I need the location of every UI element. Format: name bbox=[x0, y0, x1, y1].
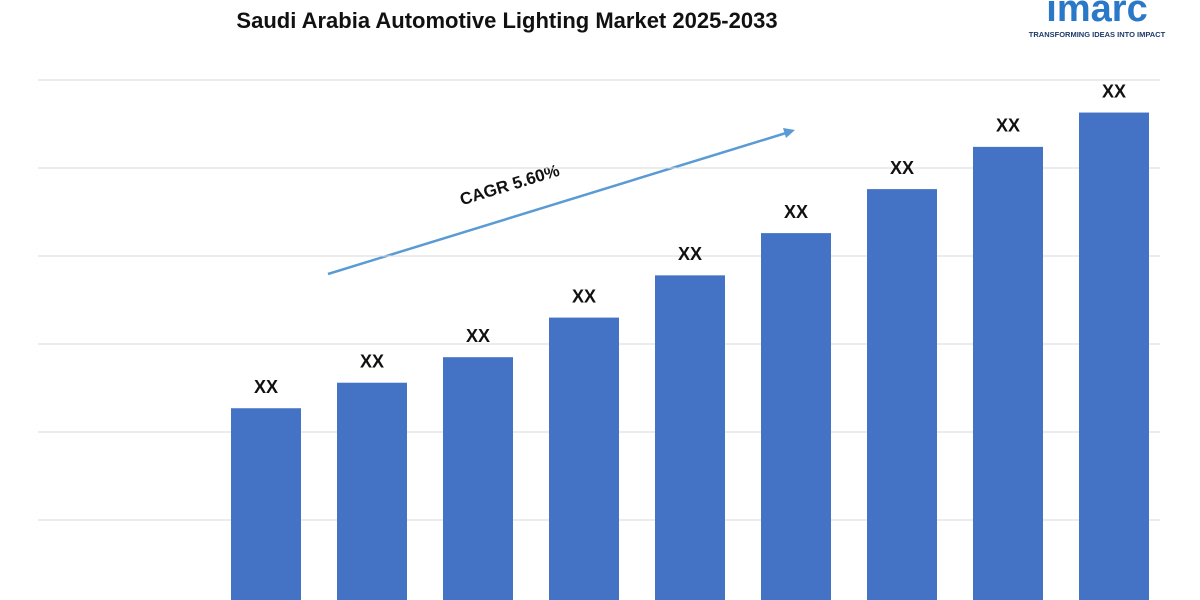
cagr-arrowhead bbox=[783, 128, 795, 138]
bar bbox=[1079, 112, 1149, 600]
bar bbox=[337, 382, 407, 600]
bar bbox=[231, 408, 301, 600]
data-label: XX bbox=[678, 244, 702, 264]
cagr-arrow bbox=[327, 131, 787, 276]
data-label: XX bbox=[254, 377, 278, 397]
bar bbox=[761, 233, 831, 600]
data-label: XX bbox=[360, 351, 384, 371]
data-label: XX bbox=[996, 116, 1020, 136]
bar bbox=[655, 275, 725, 600]
data-label: XX bbox=[572, 286, 596, 306]
bar bbox=[549, 317, 619, 600]
bar bbox=[973, 146, 1043, 600]
logo-tagline: TRANSFORMING IDEAS INTO IMPACT bbox=[1029, 30, 1166, 39]
data-label: XX bbox=[1102, 81, 1126, 101]
data-label: XX bbox=[466, 326, 490, 346]
chart-title: Saudi Arabia Automotive Lighting Market … bbox=[236, 8, 777, 33]
data-label: XX bbox=[890, 158, 914, 178]
bar bbox=[443, 357, 513, 600]
data-label: XX bbox=[784, 202, 808, 222]
logo-name: imarc bbox=[1046, 0, 1147, 30]
bar bbox=[867, 189, 937, 600]
